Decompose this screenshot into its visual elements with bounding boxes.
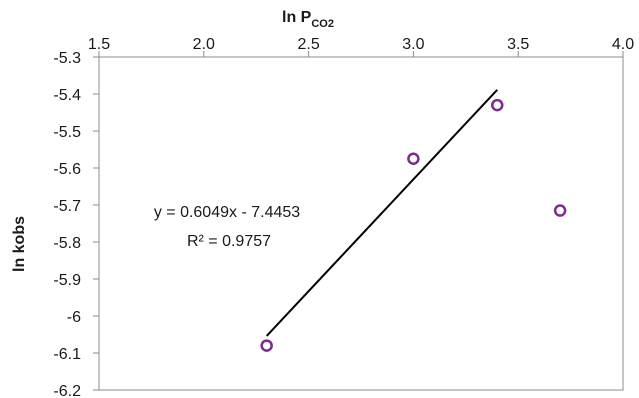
data-point xyxy=(407,152,420,165)
x-tick-label: 3.5 xyxy=(507,36,529,53)
data-point xyxy=(490,98,504,112)
y-tick-label: -5.8 xyxy=(53,235,81,252)
x-tick-label: 3.0 xyxy=(402,36,424,53)
y-tick-label: -6.1 xyxy=(53,346,81,363)
data-point xyxy=(553,204,567,217)
x-axis-title: ln PCO2 xyxy=(282,9,334,30)
x-tick-label: 2.0 xyxy=(193,36,215,53)
data-point xyxy=(260,339,273,352)
y-tick-label: -5.5 xyxy=(53,124,81,141)
trendline xyxy=(265,89,498,337)
trendline-equation: y = 0.6049x - 7.4453 xyxy=(154,204,300,221)
y-tick-label: -5.3 xyxy=(53,50,81,67)
plot-area-border xyxy=(98,56,624,391)
y-tick-label: -5.7 xyxy=(53,198,81,215)
x-tick-label: 2.5 xyxy=(297,36,319,53)
y-tick-label: -6 xyxy=(67,309,81,326)
x-tick-label: 4.0 xyxy=(612,36,634,53)
y-tick-label: -5.4 xyxy=(53,87,81,104)
r-squared-label: R² = 0.9757 xyxy=(187,233,271,250)
y-tick-label: -5.9 xyxy=(53,272,81,289)
x-tick-label: 1.5 xyxy=(88,36,110,53)
y-tick-label: -5.6 xyxy=(53,161,81,178)
y-axis-title: ln kobs xyxy=(11,216,28,272)
y-tick-label: -6.2 xyxy=(53,383,81,398)
